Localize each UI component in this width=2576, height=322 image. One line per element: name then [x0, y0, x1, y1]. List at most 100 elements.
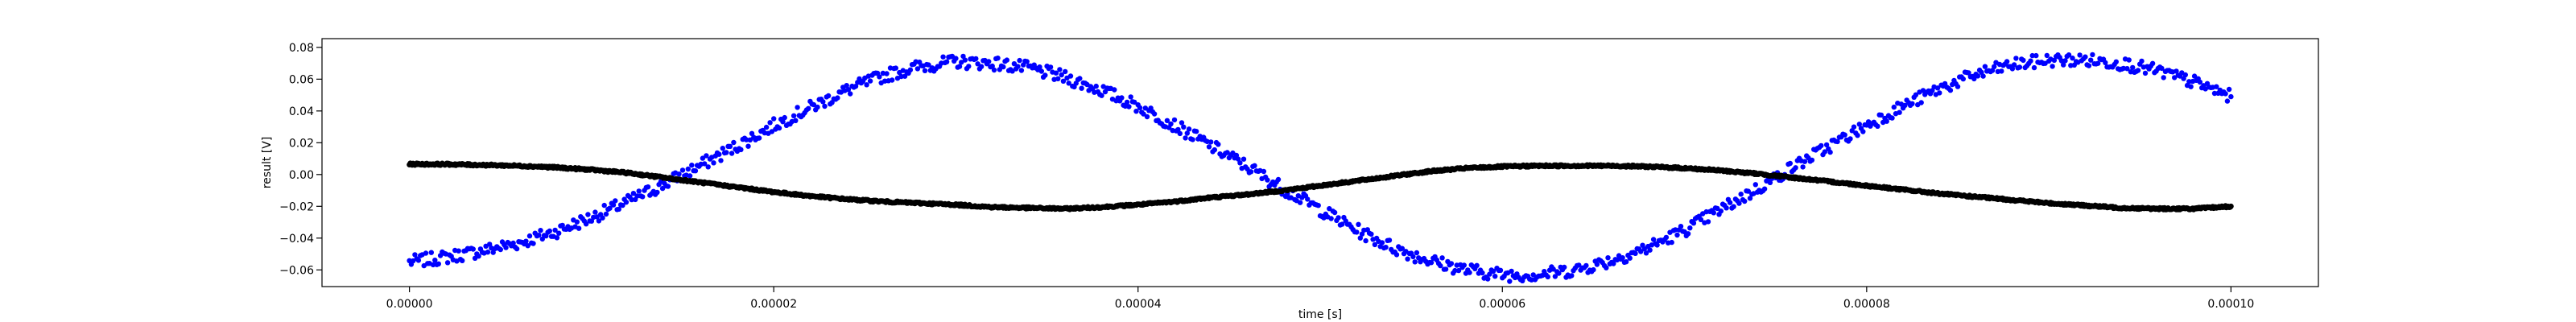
- data-point: [1855, 133, 1860, 138]
- data-point: [576, 225, 582, 231]
- data-point: [444, 260, 451, 266]
- data-point: [704, 153, 709, 159]
- data-point: [510, 240, 516, 246]
- data-point: [1835, 138, 1840, 145]
- data-point: [1047, 64, 1054, 70]
- data-point: [884, 71, 890, 76]
- data-point: [685, 166, 691, 172]
- data-point: [2090, 52, 2095, 58]
- data-point: [1414, 250, 1420, 256]
- data-point: [1856, 122, 1862, 127]
- data-point: [1992, 64, 1997, 70]
- data-point: [1545, 274, 1551, 280]
- data-point: [978, 64, 985, 69]
- data-point: [601, 202, 607, 208]
- data-point: [844, 83, 849, 89]
- data-point: [620, 202, 625, 208]
- data-point: [2191, 73, 2198, 79]
- data-point: [2142, 70, 2149, 76]
- data-point: [676, 171, 682, 177]
- data-point: [1077, 76, 1083, 81]
- data-point: [1208, 139, 1214, 145]
- data-point: [1552, 274, 1558, 279]
- data-point: [795, 105, 800, 110]
- data-point: [1171, 117, 1178, 123]
- data-point: [630, 191, 637, 196]
- data-point: [1975, 73, 1981, 79]
- data-point: [1650, 237, 1657, 242]
- y-tick-label: −0.04: [279, 233, 314, 246]
- data-point: [1327, 206, 1332, 212]
- data-point: [953, 56, 959, 61]
- data-point: [603, 211, 609, 217]
- data-point: [460, 258, 465, 263]
- data-point: [771, 116, 777, 122]
- data-point: [1687, 225, 1693, 231]
- data-point: [1715, 205, 1720, 212]
- data-point: [1053, 70, 1059, 76]
- data-point: [1383, 245, 1389, 250]
- data-point: [890, 77, 895, 83]
- data-point: [1399, 246, 1406, 251]
- data-point: [1827, 149, 1833, 155]
- data-point: [857, 76, 862, 82]
- y-tick-label: −0.06: [279, 264, 314, 277]
- data-point: [1507, 279, 1513, 284]
- data-point: [1079, 85, 1084, 91]
- data-point: [749, 130, 755, 136]
- data-point: [822, 103, 828, 109]
- y-tick-label: 0.08: [289, 42, 314, 55]
- data-point: [1067, 73, 1074, 79]
- data-point: [1305, 196, 1311, 202]
- data-point: [1379, 240, 1385, 246]
- data-point: [1530, 272, 1536, 278]
- data-point: [1119, 95, 1125, 101]
- data-point: [490, 250, 496, 255]
- data-point: [700, 155, 706, 161]
- data-point: [731, 139, 737, 146]
- data-point: [1643, 250, 1649, 256]
- x-tick-label: 0.00006: [1479, 298, 1525, 311]
- data-point: [1248, 169, 1254, 175]
- data-point: [1386, 237, 1393, 243]
- data-point: [845, 87, 852, 93]
- data-point: [1562, 264, 1567, 270]
- data-point: [1918, 100, 1924, 105]
- data-point: [2130, 64, 2136, 71]
- data-point: [613, 198, 618, 204]
- data-point: [1181, 124, 1187, 130]
- data-point: [2011, 62, 2017, 68]
- data-point: [1137, 105, 1143, 110]
- y-tick-label: 0.00: [289, 169, 314, 182]
- data-point: [1698, 217, 1704, 222]
- data-point: [893, 65, 899, 71]
- data-point: [1742, 198, 1748, 204]
- data-point: [526, 233, 533, 239]
- data-point: [1960, 76, 1966, 82]
- data-point: [692, 168, 699, 174]
- data-point: [1241, 156, 1247, 162]
- data-point: [1467, 270, 1472, 275]
- data-point: [607, 205, 613, 211]
- data-point: [1809, 157, 1815, 163]
- data-point: [711, 160, 716, 166]
- data-point: [679, 167, 686, 173]
- data-point: [1860, 129, 1866, 134]
- data-point: [503, 245, 509, 250]
- data-point: [2139, 58, 2145, 64]
- data-point: [2135, 68, 2141, 73]
- data-point: [525, 243, 530, 249]
- data-point: [574, 219, 580, 225]
- data-point: [687, 173, 693, 179]
- data-point: [1913, 92, 1919, 98]
- series-0-points: [407, 52, 2234, 284]
- data-point: [1177, 130, 1183, 137]
- data-point: [2062, 58, 2068, 64]
- data-point: [1982, 64, 1988, 69]
- data-point: [415, 258, 422, 263]
- data-point: [2077, 52, 2083, 58]
- data-point: [1193, 129, 1199, 134]
- data-point: [1937, 90, 1942, 96]
- data-point: [973, 56, 979, 62]
- data-point: [1690, 221, 1697, 226]
